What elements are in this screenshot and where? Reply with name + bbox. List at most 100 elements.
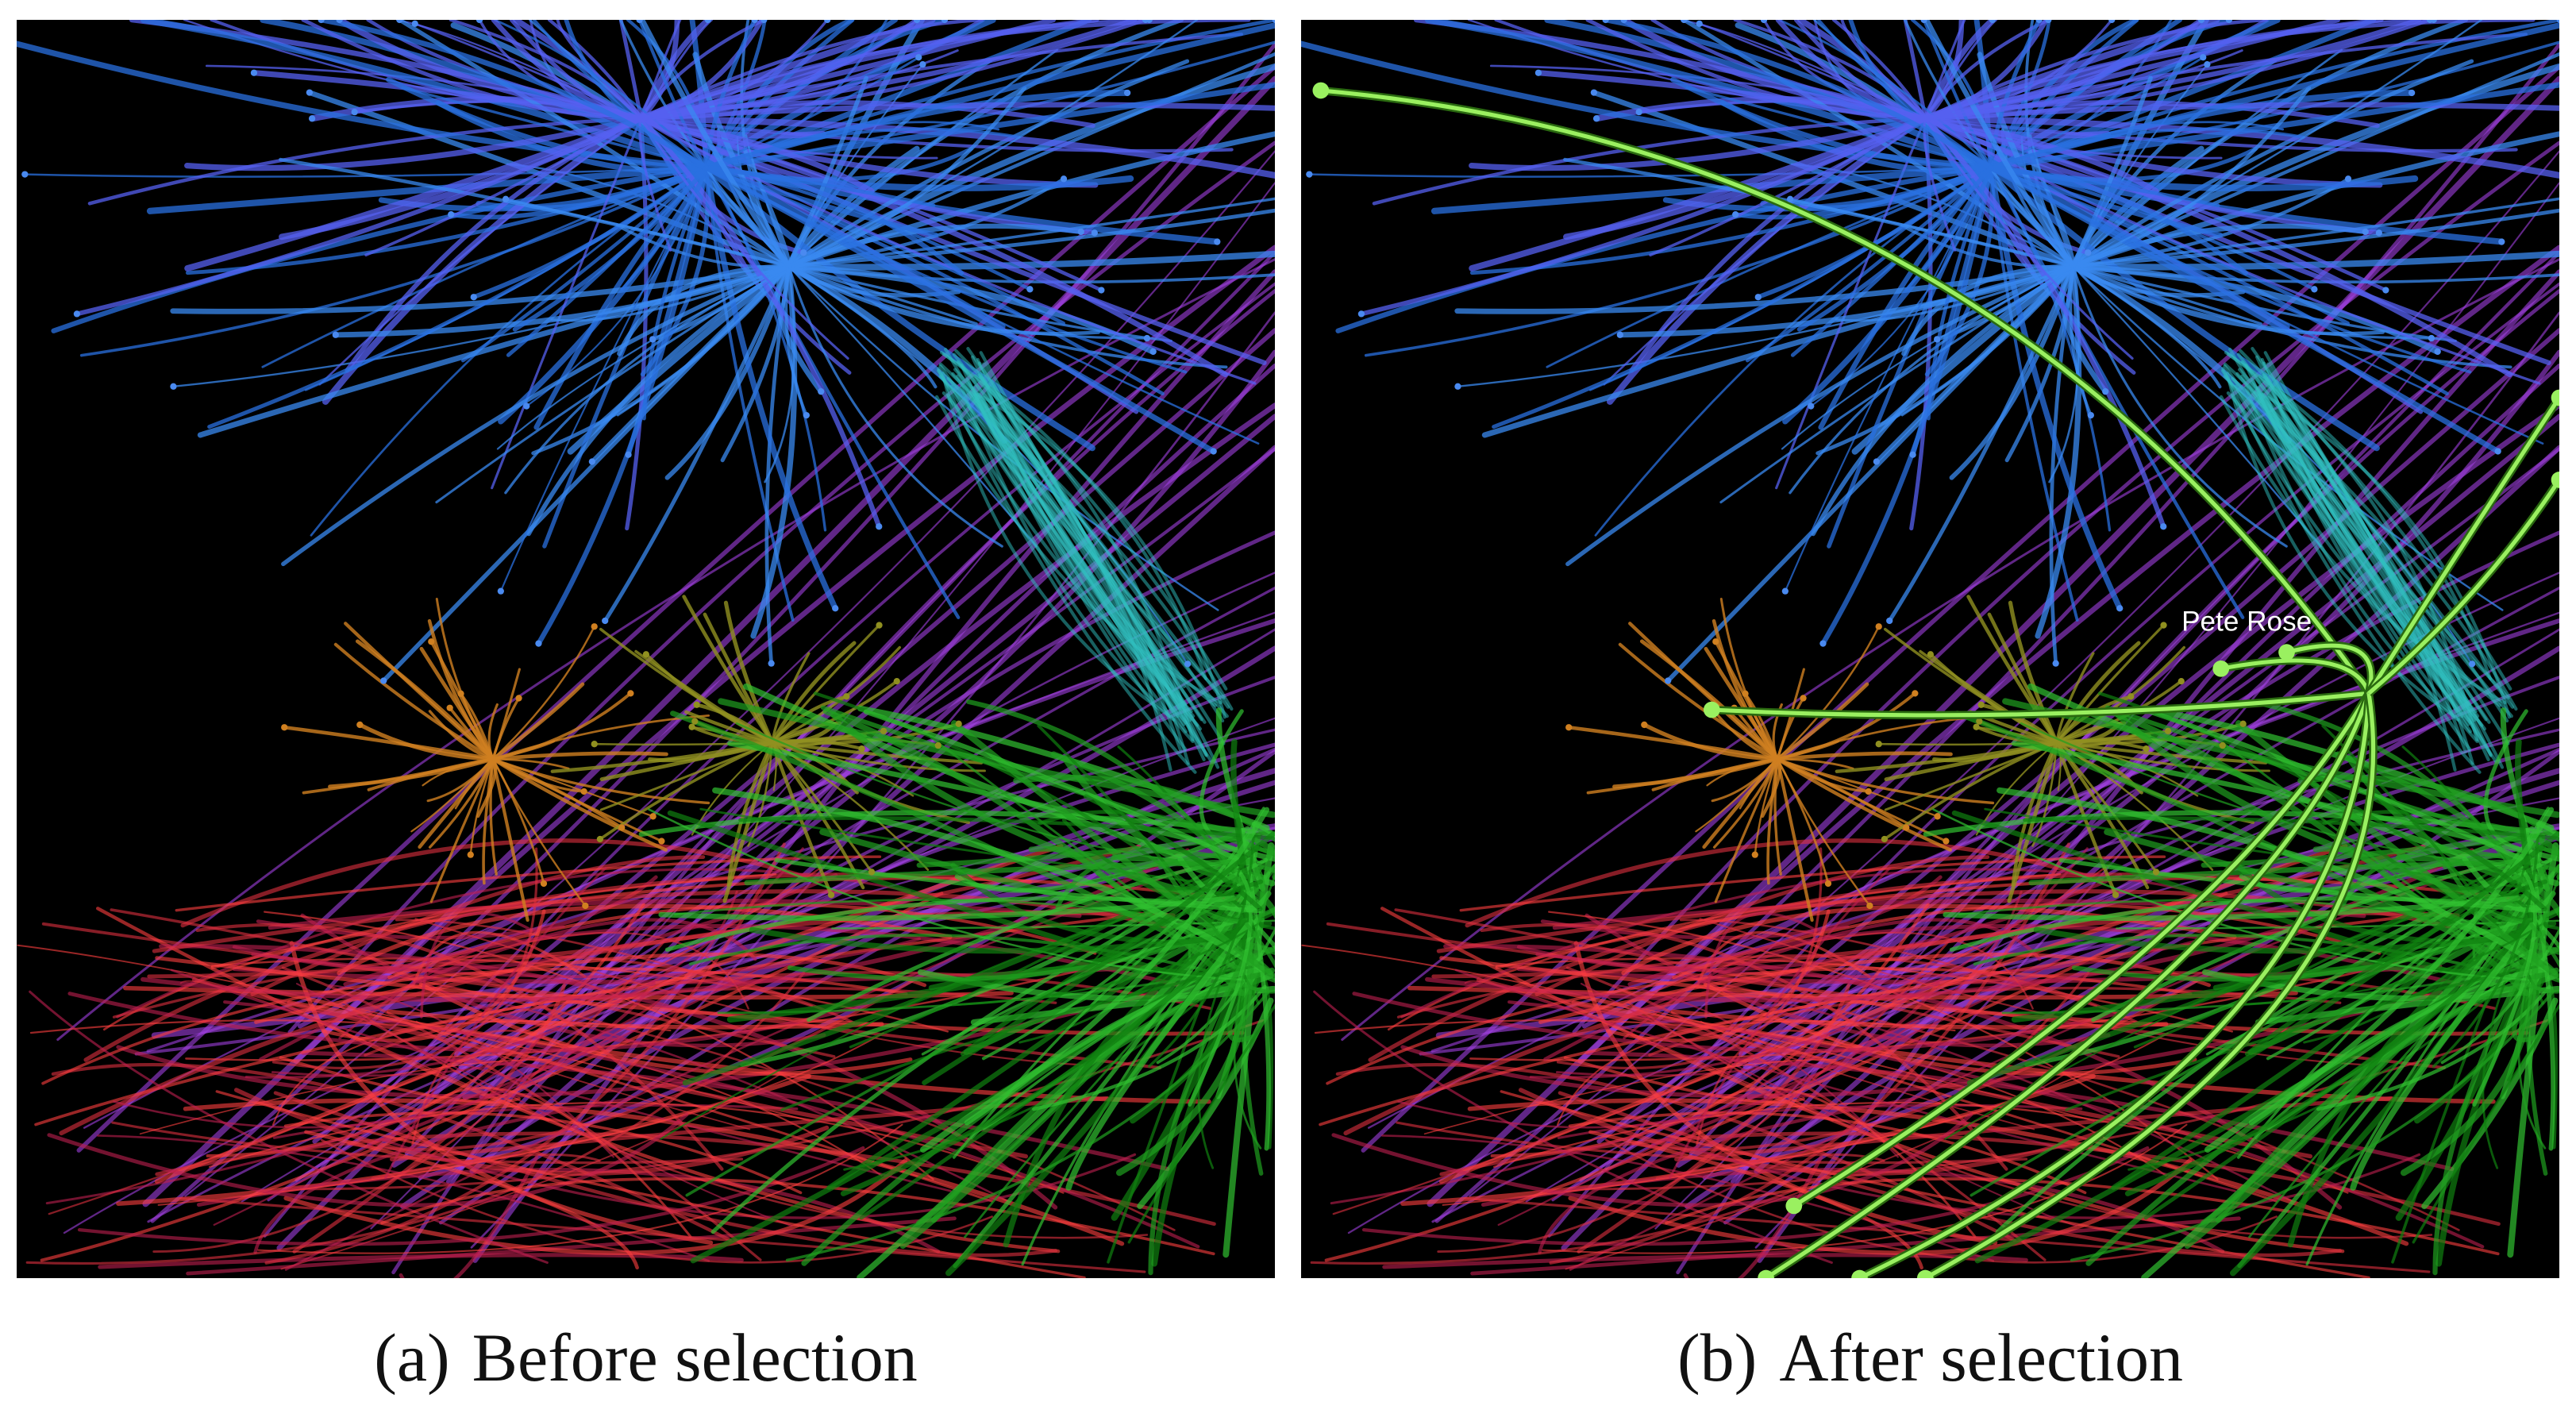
edge	[1556, 847, 1823, 1069]
edge	[1239, 828, 1271, 1151]
edge	[139, 1058, 553, 1135]
node	[535, 640, 542, 647]
edge	[333, 642, 495, 761]
node	[876, 523, 883, 530]
edge	[2055, 741, 2270, 772]
edge	[1714, 757, 1779, 903]
edge	[2237, 881, 2539, 1269]
edge	[1989, 166, 2112, 532]
edge	[461, 166, 709, 363]
edge	[1313, 990, 1833, 1264]
edge	[1776, 668, 1805, 761]
edge	[1563, 157, 2075, 268]
edge	[1996, 787, 2548, 972]
node	[704, 20, 711, 24]
edge	[1442, 1032, 2169, 1206]
edge	[384, 867, 607, 1179]
edge	[2070, 250, 2559, 271]
node	[582, 902, 589, 910]
edge	[2224, 350, 2493, 680]
edge	[703, 82, 1275, 171]
edge	[1988, 164, 2123, 611]
edge	[1776, 757, 1854, 770]
edge	[2432, 835, 2539, 1068]
edge	[184, 115, 644, 171]
edge	[97, 1134, 710, 1262]
edge	[1793, 20, 1927, 121]
node	[250, 69, 258, 76]
edge	[1555, 890, 2023, 1077]
edge	[2244, 364, 2502, 707]
edge	[1568, 1111, 2087, 1195]
edge	[526, 264, 791, 537]
node	[2052, 660, 2059, 667]
selected-node	[2551, 389, 2559, 406]
edge	[512, 165, 709, 332]
edge	[953, 881, 1254, 1269]
subfigure-label: (a)	[374, 1319, 450, 1396]
edge	[1558, 1091, 2343, 1257]
edge	[213, 1032, 546, 1227]
node	[306, 89, 314, 96]
edge	[1538, 952, 2212, 1024]
node	[1875, 741, 1882, 748]
edge	[787, 264, 1100, 336]
edge	[79, 166, 708, 357]
edge	[1618, 642, 1780, 761]
edge	[1242, 922, 1275, 994]
node	[1800, 695, 1807, 702]
edge	[1127, 1003, 1275, 1244]
node	[1912, 690, 1919, 697]
edge	[638, 20, 1138, 121]
caption: (b) After selection	[1301, 1318, 2559, 1397]
edge	[386, 1009, 884, 1030]
edge	[638, 116, 882, 530]
edge	[2069, 264, 2093, 418]
edge	[935, 395, 1223, 705]
edge	[2527, 922, 2559, 994]
edge	[419, 646, 495, 761]
edge	[257, 1123, 903, 1254]
edge	[960, 385, 1176, 722]
node	[649, 813, 657, 820]
edge	[1627, 924, 2465, 988]
node-label: Pete Rose	[2181, 607, 2312, 637]
edge	[83, 611, 1275, 1129]
edge	[639, 20, 682, 120]
edge	[2070, 75, 2153, 269]
edge	[1639, 639, 1780, 761]
edge	[603, 264, 791, 623]
edge	[1381, 1134, 1995, 1262]
edge	[491, 757, 570, 770]
edge	[1188, 872, 1253, 1107]
node	[693, 701, 700, 708]
node	[2102, 388, 2109, 395]
edge	[273, 1091, 1058, 1257]
node	[1920, 20, 1927, 24]
node	[318, 20, 325, 24]
node	[1943, 838, 1950, 845]
node	[934, 741, 941, 749]
node	[2087, 411, 2094, 419]
edge	[491, 668, 521, 761]
edge	[705, 166, 1260, 445]
edge	[2258, 384, 2467, 711]
edge	[1989, 166, 2544, 445]
edge	[922, 830, 1275, 1086]
edge	[1251, 821, 1275, 838]
node	[2152, 868, 2160, 876]
edge	[1382, 1253, 2028, 1269]
edge	[1249, 919, 1275, 950]
edge	[423, 1086, 692, 1238]
edge	[1649, 117, 1927, 257]
edge	[2248, 807, 2555, 1126]
edge	[2534, 919, 2559, 950]
edge	[1977, 52, 2076, 269]
edge	[1776, 625, 1880, 761]
node	[596, 835, 604, 843]
subfigure-label: (b)	[1677, 1319, 1758, 1396]
edge	[1196, 822, 1275, 880]
node	[1696, 20, 1703, 27]
edge	[2517, 873, 2559, 1150]
